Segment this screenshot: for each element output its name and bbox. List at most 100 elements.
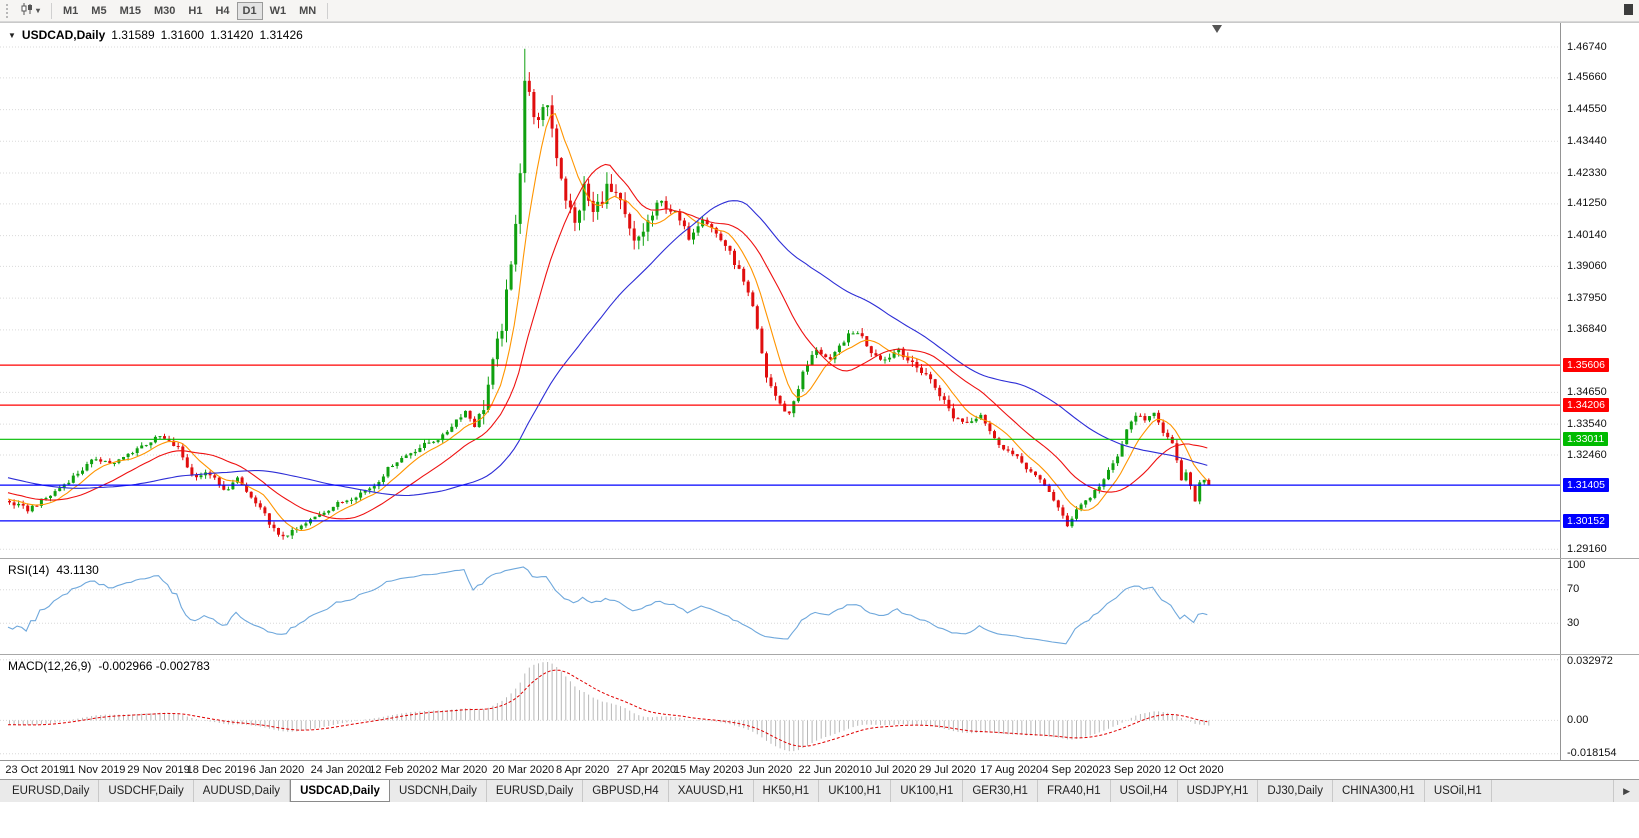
main-chart-canvas[interactable]: [0, 23, 1560, 558]
price-axis[interactable]: 1.46740 1.45660 1.44550 1.43440 1.42330 1.412…: [1560, 23, 1639, 558]
macd-axis-label: 0.032972: [1567, 655, 1613, 667]
tab-uk100-h1[interactable]: UK100,H1: [891, 780, 964, 802]
time-axis-label: 12 Feb 2020: [369, 764, 432, 776]
tab-china300-h1[interactable]: CHINA300,H1: [1333, 780, 1425, 802]
time-axis-label: 23 Oct 2019: [5, 764, 66, 776]
time-axis-label: 24 Jan 2020: [310, 764, 372, 776]
rsi-axis[interactable]: 100 70 30: [1560, 559, 1639, 654]
tab-ger30-h1[interactable]: GER30,H1: [963, 780, 1038, 802]
time-axis-label: 27 Apr 2020: [616, 764, 677, 776]
ohlc-high: 1.31600: [160, 28, 205, 42]
price-axis-label: 1.32460: [1567, 448, 1607, 461]
rsi-label: RSI(14) 43.1130: [8, 563, 99, 577]
tf-button-h4[interactable]: H4: [209, 2, 235, 20]
arrow-right-icon: ▶: [1623, 785, 1630, 796]
timeframe-toolbar: ▾ M1 M5 M15 M30 H1 H4 D1 W1 MN: [0, 0, 1639, 22]
tf-button-w1[interactable]: W1: [264, 2, 293, 20]
tab-scroll-right-button[interactable]: ▶: [1613, 780, 1639, 802]
macd-value: -0.002966 -0.002783: [98, 659, 210, 673]
macd-axis-label: 0.00: [1567, 713, 1589, 726]
time-axis-label: 22 Jun 2020: [798, 764, 860, 776]
rsi-axis-label: 100: [1567, 559, 1586, 571]
chart-title: ▼ USDCAD,Daily 1.31589 1.31600 1.31420 1…: [8, 28, 303, 42]
time-axis-label: 10 Jul 2020: [859, 764, 917, 776]
tf-button-h1[interactable]: H1: [182, 2, 208, 20]
hline-price-badge: 1.34206: [1563, 398, 1609, 413]
tab-usdchf-daily[interactable]: USDCHF,Daily: [99, 780, 194, 802]
rsi-value: 43.1130: [56, 563, 99, 577]
time-axis-label: 11 Nov 2019: [63, 764, 126, 776]
time-axis-label: 20 Mar 2020: [492, 764, 555, 776]
tab-eurusd-daily[interactable]: EURUSD,Daily: [487, 780, 584, 802]
toolbar-separator: [327, 2, 329, 19]
tf-button-m5[interactable]: M5: [85, 2, 112, 20]
tf-button-m1[interactable]: M1: [57, 2, 84, 20]
ohlc-close: 1.31426: [259, 28, 303, 42]
price-axis-label: 1.36840: [1567, 323, 1607, 336]
macd-label: MACD(12,26,9) -0.002966 -0.002783: [8, 659, 210, 673]
time-axis-label: 4 Sep 2020: [1042, 764, 1099, 776]
time-axis-label: 6 Jan 2020: [249, 764, 305, 776]
macd-name: MACD(12,26,9): [8, 659, 92, 673]
tab-usdcnh-daily[interactable]: USDCNH,Daily: [390, 780, 487, 802]
time-axis-label: 8 Apr 2020: [555, 764, 610, 776]
tab-usoil-h4[interactable]: USOil,H4: [1111, 780, 1178, 802]
rsi-axis-label: 70: [1567, 583, 1580, 596]
tab-gbpusd-h4[interactable]: GBPUSD,H4: [583, 780, 669, 802]
tab-dj30-daily[interactable]: DJ30,Daily: [1258, 780, 1333, 802]
toolbar-separator: [51, 2, 53, 19]
ohlc-low: 1.31420: [210, 28, 254, 42]
tf-button-m15[interactable]: M15: [114, 2, 147, 20]
time-axis-label: 18 Dec 2019: [186, 764, 249, 776]
toolbar-grip[interactable]: [6, 3, 10, 18]
chart-type-button[interactable]: ▾: [15, 2, 46, 20]
tab-xauusd-h1[interactable]: XAUUSD,H1: [669, 780, 754, 802]
tab-usdjpy-h1[interactable]: USDJPY,H1: [1178, 780, 1259, 802]
price-axis-label: 1.46740: [1567, 40, 1607, 53]
ohlc-open: 1.31589: [111, 28, 155, 42]
tab-fra40-h1[interactable]: FRA40,H1: [1038, 780, 1111, 802]
toolbar-end-marker: [1624, 4, 1633, 15]
chart-dropdown-icon[interactable]: ▼: [8, 30, 16, 40]
tf-button-mn[interactable]: MN: [293, 2, 322, 20]
tab-usdcad-daily[interactable]: USDCAD,Daily: [290, 780, 390, 802]
macd-axis[interactable]: 0.032972 0.00 -0.018154: [1560, 655, 1639, 760]
rsi-axis-label: 30: [1567, 616, 1580, 629]
macd-canvas[interactable]: [0, 655, 1560, 760]
tab-hk50-h1[interactable]: HK50,H1: [754, 780, 820, 802]
price-axis-label: 1.43440: [1567, 134, 1607, 147]
price-axis-label: 1.41250: [1567, 197, 1607, 210]
rsi-name: RSI(14): [8, 563, 50, 577]
tab-usoil-h1[interactable]: USOil,H1: [1425, 780, 1492, 802]
rsi-canvas[interactable]: [0, 559, 1560, 654]
tab-uk100-h1[interactable]: UK100,H1: [819, 780, 892, 802]
time-axis-label: 29 Jul 2020: [918, 764, 976, 776]
chart-tabbar: EURUSD,Daily USDCHF,Daily AUDUSD,Daily USDC…: [0, 779, 1639, 802]
tf-button-m30[interactable]: M30: [148, 2, 181, 20]
time-axis-label: 12 Oct 2020: [1163, 764, 1224, 776]
price-axis-label: 1.44550: [1567, 103, 1607, 116]
price-axis-label: 1.37950: [1567, 291, 1607, 304]
hline-price-badge: 1.35606: [1563, 358, 1609, 373]
hline-price-badge: 1.33011: [1563, 432, 1609, 447]
time-axis[interactable]: 23 Oct 2019 11 Nov 2019 29 Nov 2019 18 Dec …: [0, 760, 1639, 779]
macd-panel: MACD(12,26,9) -0.002966 -0.002783 0.0329…: [0, 654, 1639, 760]
chart-symbol-period: USDCAD,Daily: [21, 28, 106, 42]
tf-button-d1[interactable]: D1: [236, 1, 263, 20]
time-axis-label: 2 Mar 2020: [431, 764, 488, 776]
price-axis-label: 1.33540: [1567, 417, 1607, 430]
hline-price-badge: 1.31405: [1563, 478, 1609, 493]
price-axis-label: 1.45660: [1567, 71, 1607, 84]
tab-eurusd-daily[interactable]: EURUSD,Daily: [3, 780, 100, 802]
time-axis-label: 17 Aug 2020: [980, 764, 1043, 776]
candlestick-chart-icon: [21, 3, 33, 18]
time-axis-label: 3 Jun 2020: [737, 764, 793, 776]
price-axis-label: 1.34650: [1567, 385, 1607, 398]
macd-axis-label: -0.018154: [1567, 747, 1617, 760]
main-chart-panel: ▼ USDCAD,Daily 1.31589 1.31600 1.31420 1…: [0, 22, 1639, 558]
tab-audusd-daily[interactable]: AUDUSD,Daily: [194, 780, 291, 802]
hline-price-badge: 1.30152: [1563, 513, 1609, 528]
timeframe-buttons-group: M1 M5 M15 M30 H1 H4 D1 W1 MN: [57, 1, 322, 20]
time-axis-label: 15 May 2020: [673, 764, 738, 776]
